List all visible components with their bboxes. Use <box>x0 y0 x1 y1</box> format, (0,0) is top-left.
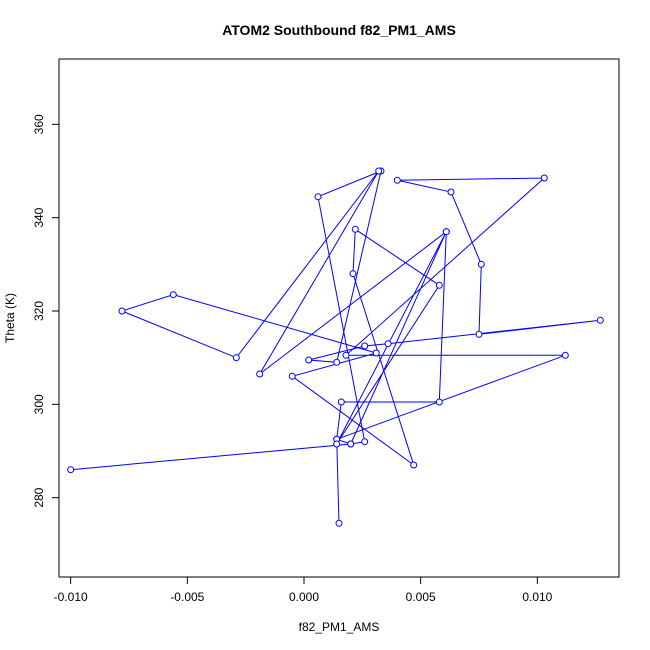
data-point <box>561 351 569 359</box>
chart-title: ATOM2 Southbound f82_PM1_AMS <box>222 22 456 38</box>
data-point <box>314 193 322 201</box>
data-point <box>232 354 240 362</box>
data-point <box>442 228 450 236</box>
data-point <box>435 398 443 406</box>
data-point <box>351 225 359 233</box>
data-point <box>361 342 369 350</box>
data-point <box>361 438 369 446</box>
data-point <box>475 330 483 338</box>
data-point <box>477 260 485 268</box>
data-point <box>435 281 443 289</box>
data-point <box>118 307 126 315</box>
data-point <box>342 351 350 359</box>
y-tick-label: 300 <box>32 394 46 414</box>
y-axis-label: Theta (K) <box>3 293 17 343</box>
series-line <box>70 170 601 524</box>
x-axis: -0.010 -0.005 0.000 0.005 0.010 <box>54 576 553 604</box>
data-point <box>67 466 75 474</box>
data-point <box>384 340 392 348</box>
plot-layer <box>67 167 604 527</box>
data-point <box>375 167 383 175</box>
y-tick-label: 360 <box>32 114 46 134</box>
x-tick-label: 0.005 <box>406 590 436 604</box>
x-tick-label: 0.000 <box>289 590 319 604</box>
plot-frame <box>58 58 620 578</box>
data-point <box>288 372 296 380</box>
y-axis: 280 300 320 340 360 <box>32 114 60 508</box>
data-point <box>410 461 418 469</box>
y-tick-label: 320 <box>32 301 46 321</box>
data-point <box>540 174 548 182</box>
data-point <box>335 519 343 527</box>
x-tick-label: 0.010 <box>522 590 552 604</box>
data-point <box>333 358 341 366</box>
data-point <box>372 349 380 357</box>
data-point <box>305 356 313 364</box>
x-tick-label: -0.010 <box>54 590 88 604</box>
data-point <box>256 370 264 378</box>
x-axis-label: f82_PM1_AMS <box>299 620 380 634</box>
data-point <box>447 188 455 196</box>
data-point <box>393 176 401 184</box>
data-point <box>349 270 357 278</box>
data-point <box>347 440 355 448</box>
data-point <box>333 440 341 448</box>
y-tick-label: 280 <box>32 487 46 507</box>
data-point <box>596 316 604 324</box>
x-tick-label: -0.005 <box>170 590 204 604</box>
data-point <box>169 291 177 299</box>
data-point <box>337 398 345 406</box>
y-tick-label: 340 <box>32 207 46 227</box>
